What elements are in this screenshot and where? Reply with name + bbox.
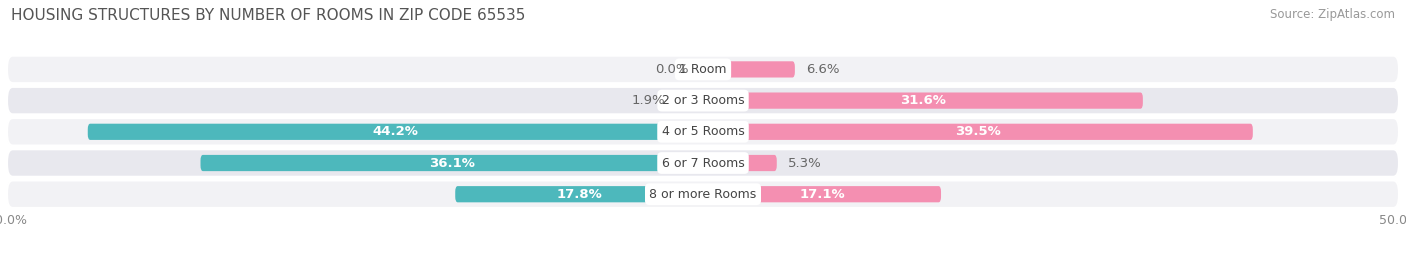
Legend: Owner-occupied, Renter-occupied: Owner-occupied, Renter-occupied [572, 266, 834, 269]
Text: 6 or 7 Rooms: 6 or 7 Rooms [662, 157, 744, 169]
FancyBboxPatch shape [7, 149, 1399, 177]
FancyBboxPatch shape [7, 56, 1399, 83]
Text: 6.6%: 6.6% [806, 63, 839, 76]
FancyBboxPatch shape [703, 93, 1143, 109]
FancyBboxPatch shape [201, 155, 703, 171]
Text: 5.3%: 5.3% [787, 157, 821, 169]
FancyBboxPatch shape [703, 124, 1253, 140]
FancyBboxPatch shape [7, 87, 1399, 114]
Text: Source: ZipAtlas.com: Source: ZipAtlas.com [1270, 8, 1395, 21]
Text: 0.0%: 0.0% [655, 63, 689, 76]
FancyBboxPatch shape [703, 155, 776, 171]
Text: HOUSING STRUCTURES BY NUMBER OF ROOMS IN ZIP CODE 65535: HOUSING STRUCTURES BY NUMBER OF ROOMS IN… [11, 8, 526, 23]
Text: 8 or more Rooms: 8 or more Rooms [650, 188, 756, 201]
FancyBboxPatch shape [7, 118, 1399, 146]
FancyBboxPatch shape [676, 93, 703, 109]
Text: 4 or 5 Rooms: 4 or 5 Rooms [662, 125, 744, 138]
Text: 1.9%: 1.9% [631, 94, 665, 107]
FancyBboxPatch shape [703, 186, 941, 202]
Text: 17.8%: 17.8% [557, 188, 602, 201]
FancyBboxPatch shape [87, 124, 703, 140]
Text: 36.1%: 36.1% [429, 157, 475, 169]
Text: 1 Room: 1 Room [679, 63, 727, 76]
FancyBboxPatch shape [703, 61, 794, 77]
FancyBboxPatch shape [7, 180, 1399, 208]
Text: 2 or 3 Rooms: 2 or 3 Rooms [662, 94, 744, 107]
Text: 44.2%: 44.2% [373, 125, 419, 138]
Text: 17.1%: 17.1% [799, 188, 845, 201]
Text: 39.5%: 39.5% [955, 125, 1001, 138]
FancyBboxPatch shape [456, 186, 703, 202]
Text: 31.6%: 31.6% [900, 94, 946, 107]
